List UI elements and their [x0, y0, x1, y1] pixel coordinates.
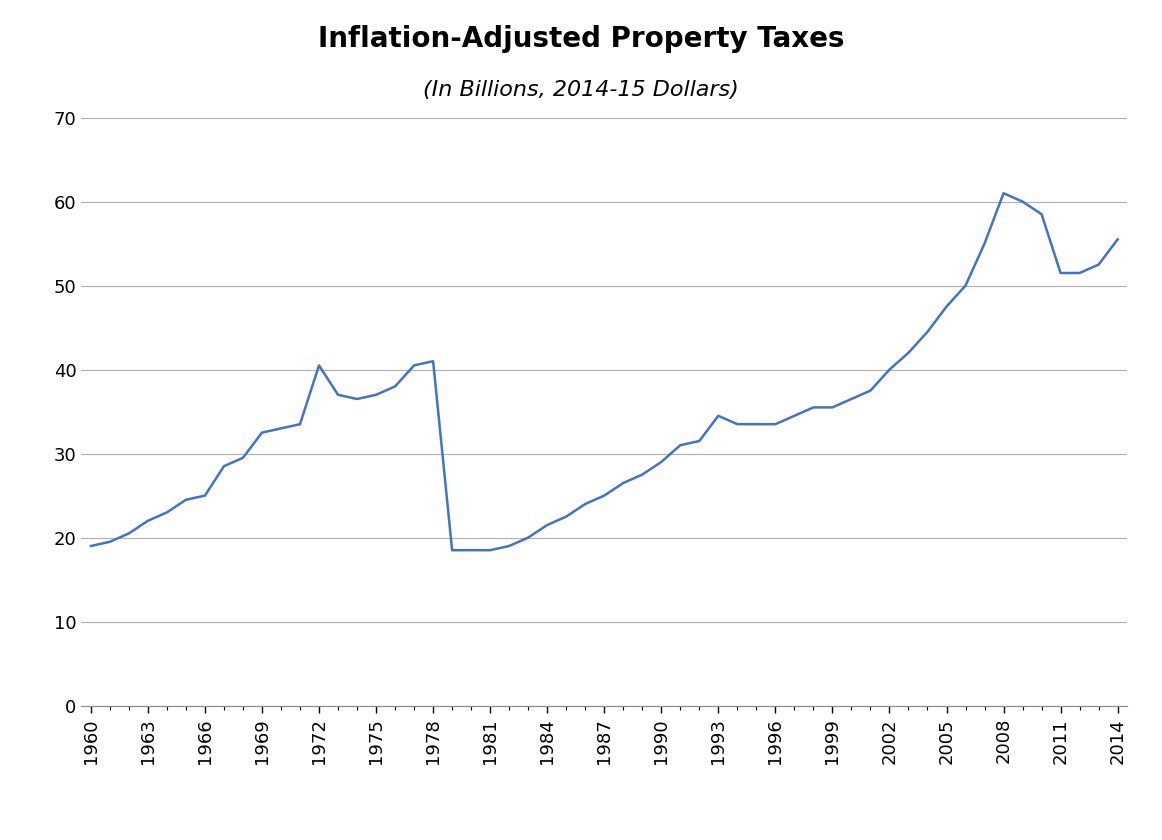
- Text: (In Billions, 2014-15 Dollars): (In Billions, 2014-15 Dollars): [423, 80, 739, 100]
- Text: Inflation-Adjusted Property Taxes: Inflation-Adjusted Property Taxes: [317, 25, 845, 53]
